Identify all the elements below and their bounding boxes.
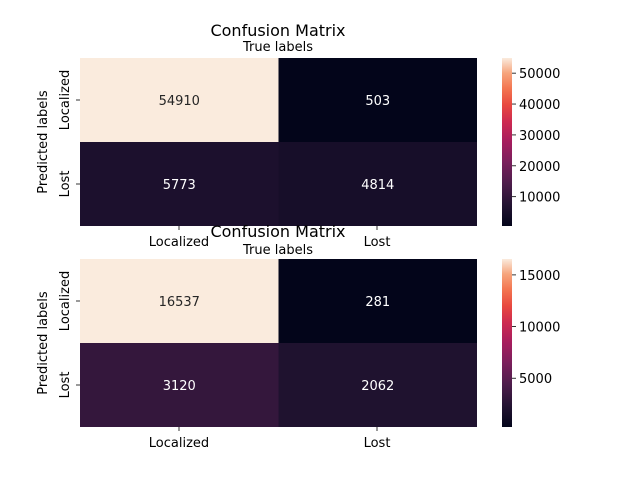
colorbar xyxy=(502,259,512,427)
heatmap-cell xyxy=(80,259,279,343)
heatmap-cell xyxy=(278,343,477,427)
y-tick-label: Lost xyxy=(58,372,73,399)
colorbar-tick-label: 5000 xyxy=(519,372,552,387)
heatmap-cell xyxy=(80,343,279,427)
heatmap-cell xyxy=(278,142,477,226)
colorbar-tick-label: 30000 xyxy=(519,129,560,144)
cell-value-label: 5773 xyxy=(163,178,196,193)
y-axis-label: Predicted labels xyxy=(36,90,51,194)
y-tick-label: Localized xyxy=(58,70,73,130)
colorbar-tick-label: 15000 xyxy=(519,269,560,284)
cell-value-label: 4814 xyxy=(361,178,394,193)
heatmap-panel-1: Confusion Matrix True labels Predicted l… xyxy=(36,21,560,250)
x-tick-label: Lost xyxy=(364,436,391,451)
y-tick-label: Lost xyxy=(58,171,73,198)
chart-title: Confusion Matrix xyxy=(210,21,345,40)
heatmap-cells: 16537 281 3120 2062 xyxy=(80,259,477,427)
cell-value-label: 503 xyxy=(365,94,390,109)
colorbar xyxy=(502,58,512,226)
colorbar-tick-label: 20000 xyxy=(519,160,560,175)
x-axis-label: True labels xyxy=(242,243,313,258)
x-tick-label: Lost xyxy=(364,235,391,250)
colorbar-ticks: 10000 20000 30000 40000 50000 xyxy=(512,67,560,206)
chart-title: Confusion Matrix xyxy=(210,222,345,241)
cell-value-label: 54910 xyxy=(159,94,200,109)
heatmap-panel-2: Confusion Matrix True labels Predicted l… xyxy=(36,222,560,451)
x-tick-label: Localized xyxy=(149,436,209,451)
cell-value-label: 3120 xyxy=(163,379,196,394)
heatmap-cells: 54910 503 5773 4814 xyxy=(80,58,477,226)
colorbar-tick-label: 10000 xyxy=(519,191,560,206)
colorbar-ticks: 5000 10000 15000 xyxy=(512,269,560,387)
heatmap-cell xyxy=(278,259,477,343)
cell-value-label: 2062 xyxy=(361,379,394,394)
cell-value-label: 16537 xyxy=(159,295,200,310)
heatmap-cell xyxy=(80,142,279,226)
colorbar-tick-label: 10000 xyxy=(519,321,560,336)
y-tick-label: Localized xyxy=(58,271,73,331)
heatmap-cell xyxy=(278,58,477,142)
x-tick-label: Localized xyxy=(149,235,209,250)
heatmap-cell xyxy=(80,58,279,142)
colorbar-tick-label: 40000 xyxy=(519,98,560,113)
colorbar-tick-label: 50000 xyxy=(519,67,560,82)
x-axis-label: True labels xyxy=(242,40,313,55)
y-axis-label: Predicted labels xyxy=(36,291,51,395)
cell-value-label: 281 xyxy=(365,295,390,310)
